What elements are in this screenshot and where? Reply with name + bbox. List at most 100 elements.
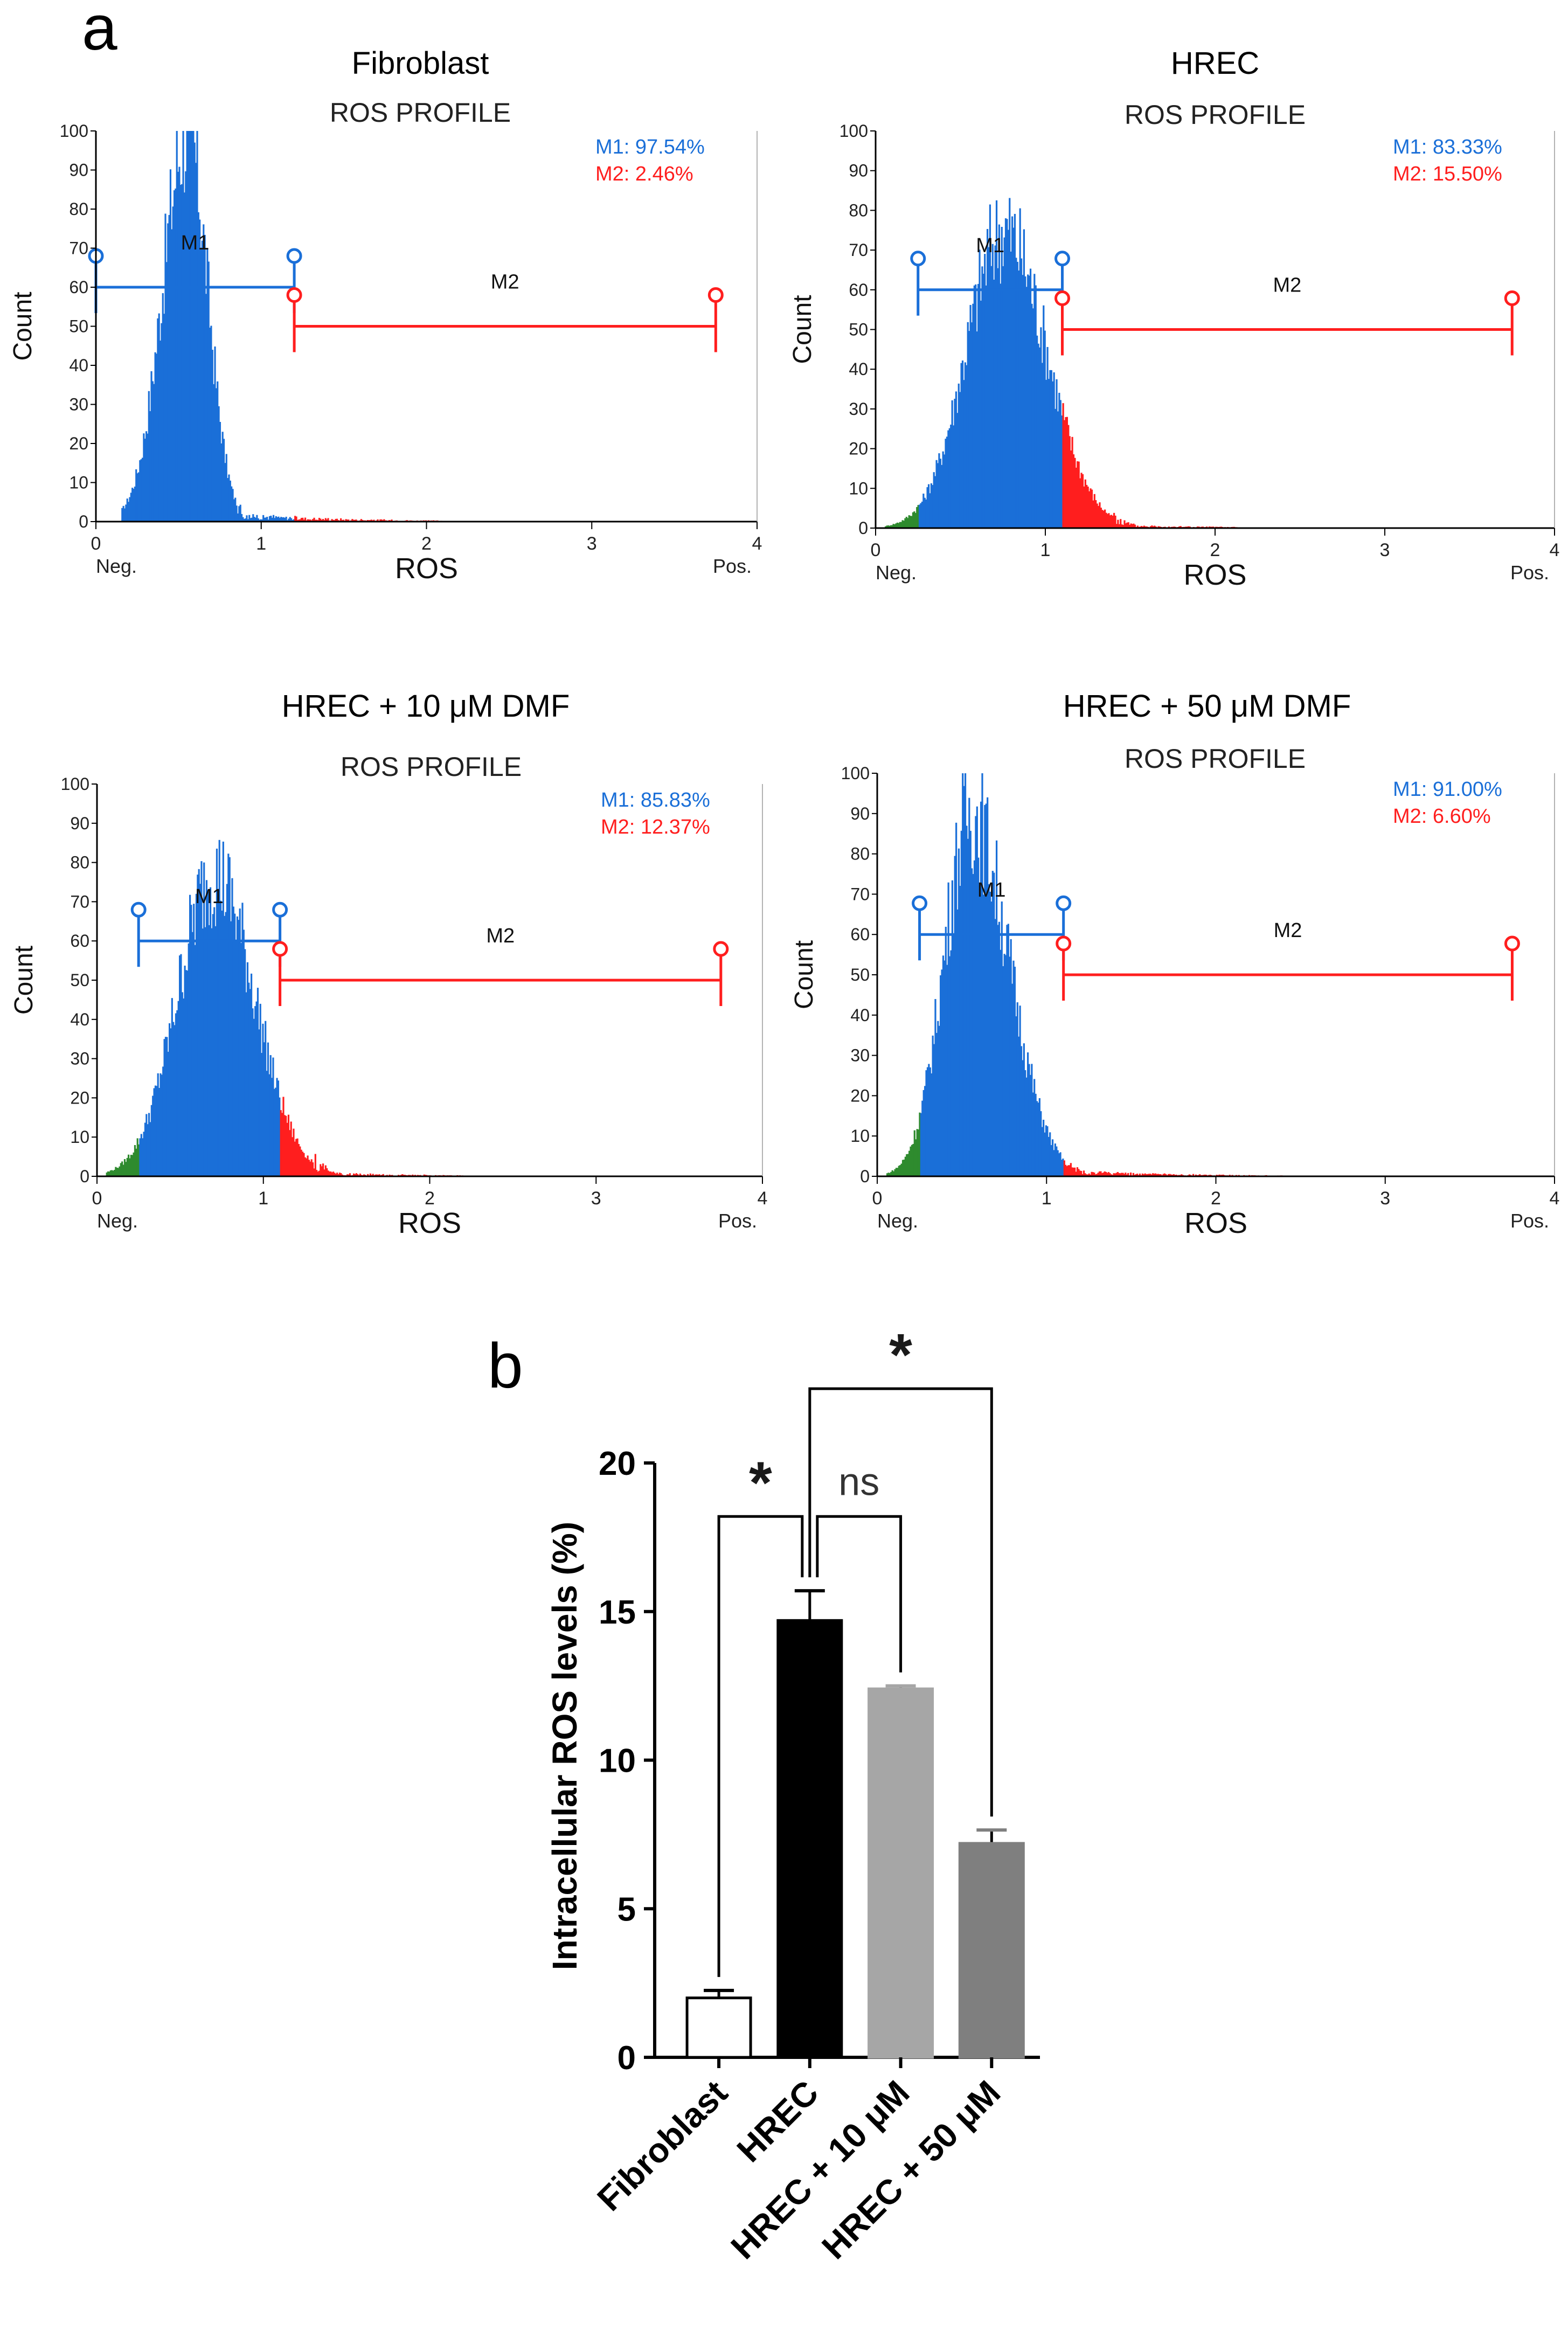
histogram-bin: [300, 1149, 302, 1176]
histogram-bin: [1072, 1167, 1074, 1176]
histogram-bin: [302, 1152, 304, 1176]
histogram-bin: [123, 508, 126, 522]
histogram-bin: [239, 908, 241, 1176]
panel-a-label: a: [82, 0, 117, 64]
histogram-bin: [372, 1174, 374, 1176]
histogram-bin: [1122, 1173, 1124, 1176]
histogram-bin: [249, 518, 252, 522]
histogram-bin: [141, 457, 144, 522]
histogram-bin: [388, 1174, 391, 1176]
histogram-bin: [1019, 1005, 1021, 1176]
gate-m2-label: M2: [1274, 919, 1302, 942]
histogram-bin: [164, 1037, 167, 1176]
histogram-bin: [903, 1159, 905, 1176]
histogram-bin: [1002, 266, 1004, 528]
histogram-bin: [175, 188, 177, 522]
histogram-bin: [924, 1086, 926, 1176]
flow-panel-hrec-50um-dmf: HREC + 50 μM DMF ROS PROFILE 01020304050…: [790, 689, 1559, 1239]
histogram-bin: [987, 797, 989, 1176]
histogram-bin: [363, 1174, 365, 1176]
histogram-bin: [1062, 1159, 1064, 1176]
y-tick-label: 20: [850, 1086, 870, 1105]
histogram-bin: [995, 840, 998, 1176]
histogram-bin: [289, 1130, 291, 1176]
axes-layer: 0 10 20 30 40 50 60 70 80 90 100 0 1 2 3 4: [839, 121, 1560, 560]
histogram-bin: [1175, 1174, 1177, 1176]
histogram-bin: [336, 518, 338, 522]
histogram-bin: [936, 463, 939, 528]
histogram-bin: [959, 886, 961, 1176]
histogram-bin: [1111, 515, 1113, 528]
histogram-bin: [984, 805, 986, 1176]
histogram-bin: [975, 816, 977, 1176]
histogram-bin: [1127, 522, 1129, 528]
m1-stat-label: M1: 91.00%: [1393, 778, 1502, 801]
histogram-bin: [167, 223, 169, 522]
histogram-bin: [989, 204, 991, 528]
histogram-bin: [907, 1154, 909, 1176]
histogram-bin: [961, 360, 964, 528]
histogram-bin: [966, 365, 968, 528]
histogram-bin: [330, 1171, 332, 1176]
x-axis-label: ROS: [1184, 1207, 1247, 1239]
histogram-bin: [177, 171, 179, 522]
histogram-bin: [318, 518, 321, 522]
histogram-bin: [268, 516, 271, 522]
histogram-bin: [171, 229, 173, 522]
histogram-bin: [997, 268, 999, 528]
histogram-bin: [890, 1171, 892, 1176]
neg-label: Neg.: [877, 1210, 918, 1232]
histogram-bin: [913, 1130, 915, 1176]
y-tick-label: 0: [79, 512, 88, 531]
gate-m2-end-marker: [1054, 290, 1070, 306]
histogram-bin: [1144, 526, 1147, 528]
histogram-bin: [166, 1037, 168, 1176]
histogram-bin: [147, 433, 149, 522]
histogram-bin: [224, 463, 226, 522]
histogram-bin: [894, 1169, 896, 1176]
histogram-bin: [174, 1025, 176, 1176]
m2-stat-label: M2: 6.60%: [1393, 805, 1491, 828]
histogram-bin: [1015, 1016, 1017, 1176]
histogram-bin: [248, 515, 251, 522]
histogram-bin: [357, 1174, 359, 1176]
histogram-bin: [211, 928, 213, 1176]
histogram-bin: [328, 1171, 331, 1176]
histogram-bin: [969, 830, 972, 1176]
histogram-bin: [1049, 1132, 1051, 1176]
histogram-bin: [294, 516, 296, 522]
histogram-bin: [157, 1073, 159, 1176]
pos-label: Pos.: [713, 555, 752, 577]
y-tick-label: 40: [69, 356, 88, 375]
bar-y-tick-label: 0: [618, 2040, 636, 2077]
histogram-bin: [140, 459, 142, 522]
histogram-bin: [227, 478, 229, 522]
histogram-bin: [1152, 1173, 1154, 1176]
histogram-bin: [207, 891, 209, 1176]
y-tick-label: 60: [70, 931, 89, 951]
y-axis-label: Count: [9, 292, 37, 360]
histogram-bin: [1012, 960, 1015, 1176]
histogram-bin: [1088, 1173, 1090, 1176]
axes-layer: 0 10 20 30 40 50 60 70 80 90 100 0 1 2 3 4: [60, 121, 762, 554]
histogram-bin: [323, 1169, 325, 1176]
pos-label: Pos.: [1510, 561, 1549, 584]
histogram-bin: [1145, 1174, 1148, 1176]
histogram-bin: [1114, 515, 1116, 528]
x-tick-label: 4: [758, 1188, 768, 1209]
histogram-bin: [1062, 403, 1064, 528]
histogram-bin: [1097, 505, 1100, 528]
histogram-bin: [1151, 525, 1153, 528]
histogram-bin: [1000, 949, 1002, 1176]
histogram-bin: [195, 893, 198, 1176]
histogram-bin: [203, 862, 205, 1176]
bar-3: [868, 1687, 934, 2059]
y-tick-label: 30: [69, 395, 88, 414]
histogram-bin: [383, 519, 385, 522]
histogram-bin: [1172, 1174, 1175, 1176]
histogram-bin: [213, 907, 216, 1176]
histogram-bin: [993, 279, 995, 528]
panel-subtitle: ROS PROFILE: [1125, 744, 1306, 774]
y-tick-label: 0: [860, 1167, 870, 1186]
